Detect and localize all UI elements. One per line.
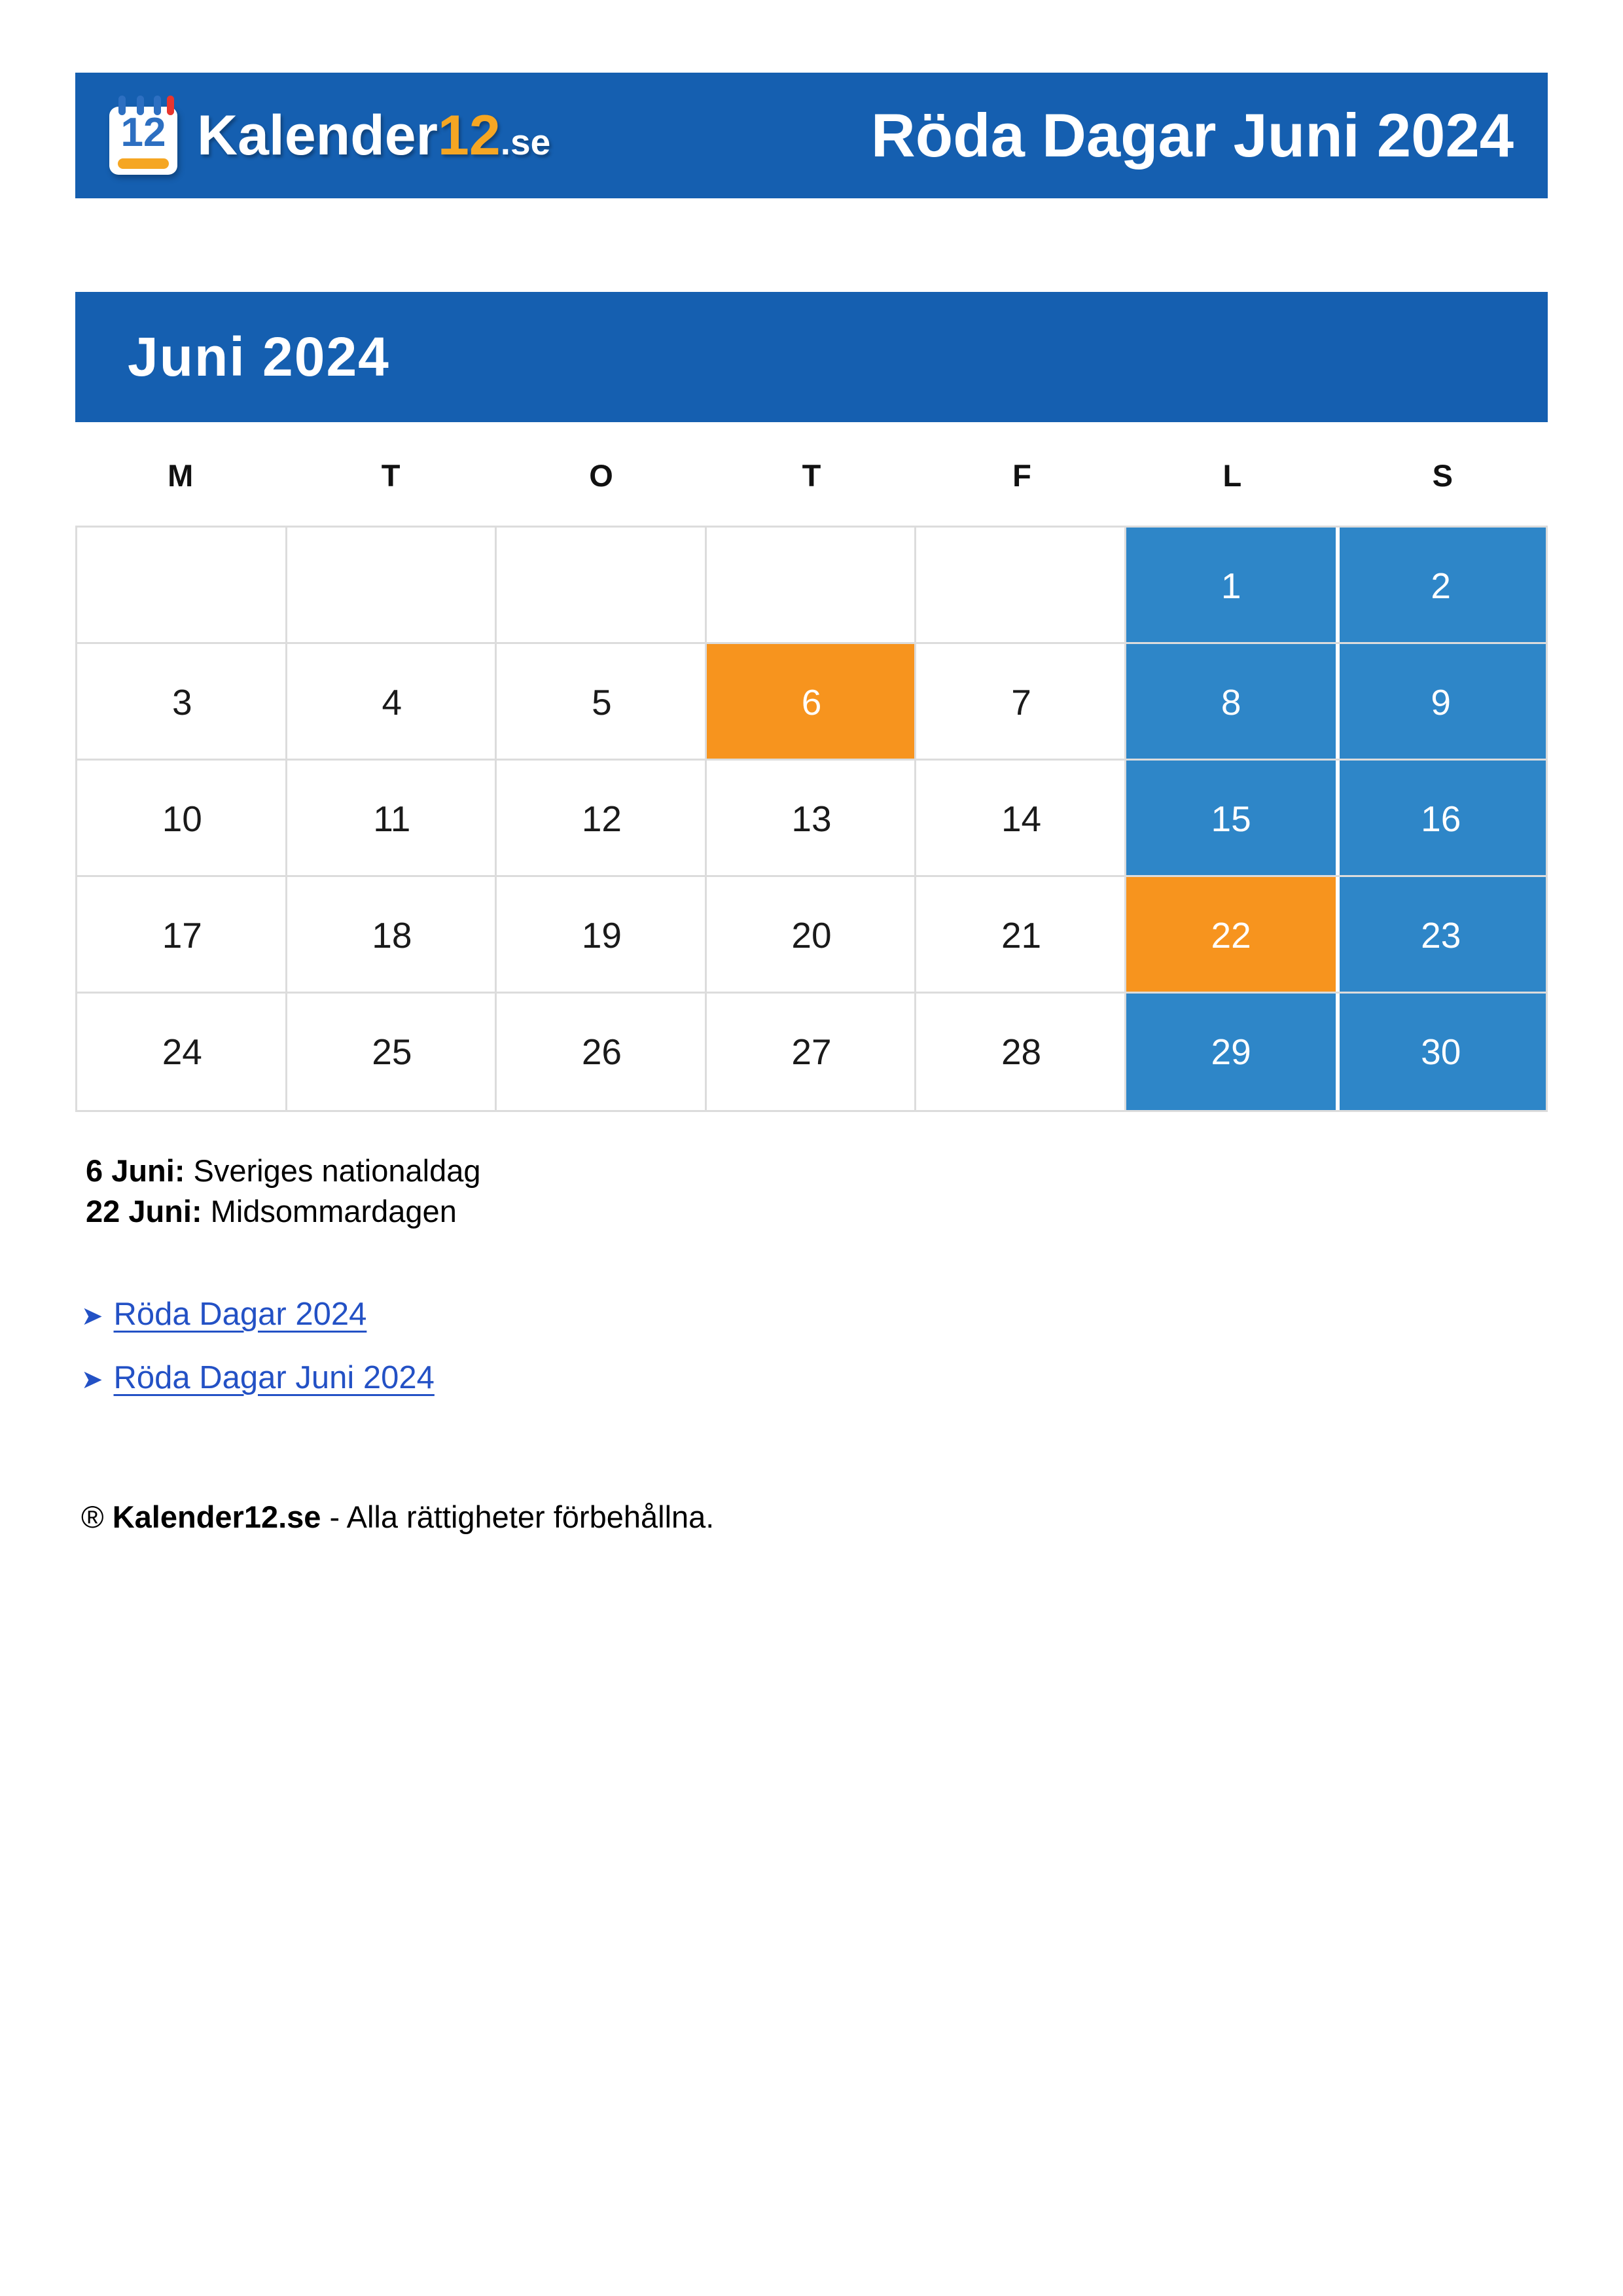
day-cell: 27 [707, 994, 917, 1110]
day-cell: 24 [77, 994, 287, 1110]
brand-logo[interactable]: 12 Kalender12.se [109, 96, 550, 175]
weekday-label: T [381, 457, 401, 493]
empty-cell [287, 528, 497, 644]
day-cell: 28 [916, 994, 1126, 1110]
calendar-pin-icon [137, 96, 144, 115]
day-cell: 5 [497, 644, 707, 761]
day-cell: 2 [1336, 528, 1546, 644]
legend-text: Midsommardagen [202, 1194, 457, 1229]
day-cell: 19 [497, 877, 707, 994]
footer: ® Kalender12.se - Alla rättigheter förbe… [81, 1499, 714, 1535]
day-cell: 15 [1126, 761, 1336, 877]
link[interactable]: Röda Dagar 2024 [113, 1297, 367, 1332]
arrow-icon: ➤ [81, 1365, 103, 1394]
day-cell: 26 [497, 994, 707, 1110]
legend-item: 6 Juni: Sveriges nationaldag [86, 1151, 481, 1191]
month-title: Juni 2024 [128, 326, 390, 387]
link-item: ➤ Röda Dagar 2024 [81, 1296, 435, 1335]
weekday-label: L [1222, 457, 1242, 493]
day-cell: 14 [916, 761, 1126, 877]
page-title: Röda Dagar Juni 2024 [870, 101, 1514, 170]
calendar-pin-icon [154, 96, 161, 115]
legend-date: 22 Juni: [86, 1194, 202, 1229]
weekday-label: O [589, 457, 613, 493]
weekday-label: T [802, 457, 821, 493]
day-cell: 17 [77, 877, 287, 994]
day-cell: 22 [1126, 877, 1336, 994]
arrow-icon: ➤ [81, 1302, 103, 1331]
month-header: Juni 2024 [75, 292, 1548, 422]
day-cell: 8 [1126, 644, 1336, 761]
empty-cell [497, 528, 707, 644]
empty-cell [77, 528, 287, 644]
day-cell: 23 [1336, 877, 1546, 994]
day-cell: 21 [916, 877, 1126, 994]
day-cell: 3 [77, 644, 287, 761]
legend-date: 6 Juni: [86, 1153, 185, 1188]
day-cell: 4 [287, 644, 497, 761]
day-cell: 7 [916, 644, 1126, 761]
link[interactable]: Röda Dagar Juni 2024 [113, 1360, 435, 1395]
weekday-label: F [1012, 457, 1031, 493]
calendar-icon: 12 [109, 96, 177, 175]
legend-text: Sveriges nationaldag [185, 1153, 481, 1188]
weekday-label: M [168, 457, 194, 493]
legend: 6 Juni: Sveriges nationaldag 22 Juni: Mid… [86, 1151, 481, 1232]
day-cell: 20 [707, 877, 917, 994]
day-cell: 12 [497, 761, 707, 877]
day-cell: 25 [287, 994, 497, 1110]
day-cell: 18 [287, 877, 497, 994]
day-cell: 1 [1126, 528, 1336, 644]
empty-cell [916, 528, 1126, 644]
header-bar: 12 Kalender12.se Röda Dagar Juni 2024 [75, 73, 1548, 198]
day-cell: 6 [706, 644, 917, 761]
weekday-label: S [1432, 457, 1453, 493]
day-cell: 16 [1336, 761, 1546, 877]
brand-number: 12 [438, 104, 501, 167]
legend-item: 22 Juni: Midsommardagen [86, 1191, 481, 1232]
calendar-pin-red-icon [167, 96, 174, 115]
footer-brand: Kalender12.se [112, 1499, 321, 1534]
day-cell: 30 [1336, 994, 1546, 1110]
footer-text: - Alla rättigheter förbehållna. [321, 1499, 715, 1534]
empty-cell [707, 528, 917, 644]
day-cell: 10 [77, 761, 287, 877]
calendar-pin-icon [118, 96, 126, 115]
brand-text: Kalender12.se [197, 107, 550, 164]
day-cell: 13 [707, 761, 917, 877]
day-cell: 9 [1336, 644, 1546, 761]
brand-name: Kalender [197, 104, 438, 167]
calendar-icon-bar [118, 158, 169, 169]
day-cell: 11 [287, 761, 497, 877]
link-item: ➤ Röda Dagar Juni 2024 [81, 1359, 435, 1398]
calendar-icon-number: 12 [120, 110, 166, 155]
calendar-grid: 1 2 3 4 5 6 7 8 9 10 11 12 13 14 15 16 17 18 19 20 21 22 23 24 2… [75, 526, 1548, 1112]
registered-icon: ® [81, 1499, 104, 1534]
day-cell: 29 [1126, 994, 1336, 1110]
links-section: ➤ Röda Dagar 2024 ➤ Röda Dagar Juni 2024 [81, 1296, 435, 1423]
brand-tld: .se [500, 122, 551, 162]
